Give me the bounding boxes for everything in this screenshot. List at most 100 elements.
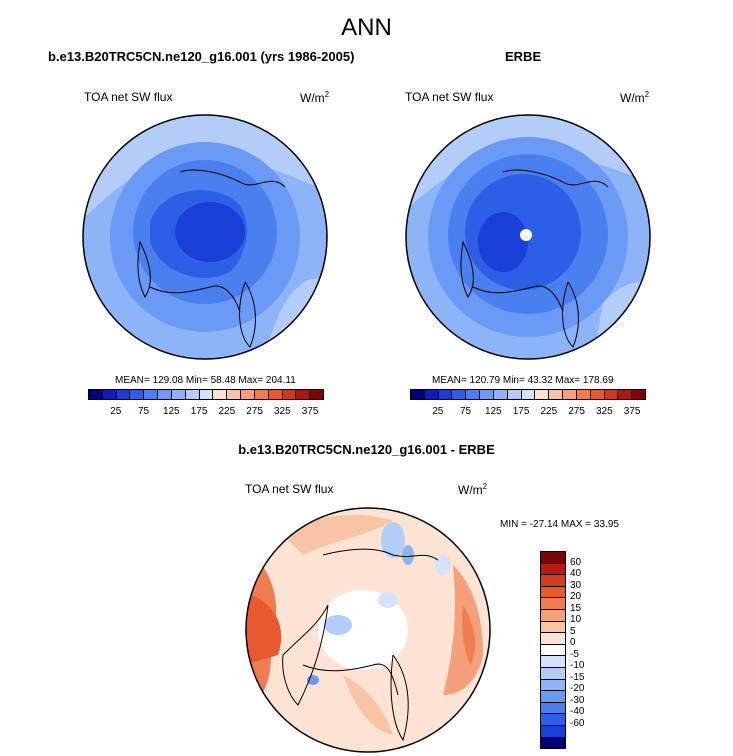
panel-1-colorbar-tick-label: 75 <box>137 406 150 417</box>
panel-1-colorbar-swatch <box>158 390 172 399</box>
panel-2-colorbar-tick-label: 225 <box>540 406 558 417</box>
difference-colorbar-tick-label: 20 <box>570 591 582 603</box>
panel-2-variable: TOA net SW flux <box>405 90 494 104</box>
difference-colorbar-tick-label: 40 <box>570 568 582 580</box>
panel-2-colorbar-tick-label: 375 <box>623 406 641 417</box>
panel-1-units: W/m2 <box>300 90 330 105</box>
difference-colorbar-tick-label: 5 <box>570 625 576 637</box>
difference-colorbar-swatch <box>541 633 565 645</box>
panel-1-colorbar-swatch <box>310 390 324 399</box>
panel-2-colorbar-swatch <box>549 390 564 399</box>
panel-3-units: W/m2 <box>458 482 488 497</box>
panel-2-colorbar-swatch <box>507 390 522 399</box>
panel-1-colorbar-tick-label: 25 <box>110 406 122 417</box>
panel-1-colorbar-swatch <box>102 390 117 399</box>
difference-colorbar-swatch <box>541 644 565 657</box>
panel-1-colorbar-tick-label: 325 <box>274 406 291 417</box>
panel-1-polar-map <box>82 114 328 360</box>
difference-colorbar-tick-label: 60 <box>570 556 582 568</box>
difference-colorbar-swatch <box>541 609 565 622</box>
panel-1-colorbar-swatch <box>213 390 228 399</box>
panel-1-colorbar-ticks: 25 75 125 175 225 275 325 375 <box>88 406 324 418</box>
panel-1-colorbar-swatch <box>199 390 214 399</box>
panel-1-colorbar-swatch <box>144 390 159 399</box>
panel-1-colorbar-swatch <box>282 390 297 399</box>
panel-2-polar-map <box>405 114 651 360</box>
difference-colorbar-swatch <box>541 586 565 599</box>
panel-3-variable: TOA net SW flux <box>245 482 334 496</box>
difference-colorbar-tick-label: -10 <box>570 660 585 672</box>
panel-2-units: W/m2 <box>620 90 650 105</box>
panel-2-colorbar-swatch <box>632 390 646 399</box>
panel-1-colorbar-swatch <box>130 390 145 399</box>
panel-3-difference-map <box>245 507 491 753</box>
panel-1-stats: MEAN= 129.08 Min= 58.48 Max= 204.11 <box>115 375 296 386</box>
difference-title: b.e13.B20TRC5CN.ne120_g16.001 - ERBE <box>238 442 495 457</box>
difference-colorbar-swatch <box>541 598 565 610</box>
difference-colorbar-tick-label: -40 <box>570 706 585 718</box>
panel-1-colorbar-swatch <box>185 390 200 399</box>
panel-1-colorbar-swatch <box>241 390 255 399</box>
difference-colorbar-swatch <box>541 702 565 715</box>
panel-2-colorbar-swatch <box>563 390 577 399</box>
panel-1-colorbar-swatch <box>227 390 242 399</box>
difference-colorbar-swatch <box>541 714 565 726</box>
panel-2-stats: MEAN= 120.79 Min= 43.32 Max= 178.69 <box>432 375 614 386</box>
panel-1-colorbar-swatch <box>89 390 103 399</box>
difference-colorbar-swatch <box>541 679 565 692</box>
panel-1-colorbar-swatch <box>254 390 269 399</box>
difference-colorbar-tick-label: -20 <box>570 683 585 695</box>
difference-colorbar-swatch <box>541 575 565 587</box>
panel-2-colorbar-tick-label: 325 <box>596 406 613 417</box>
panel-2-colorbar-tick-label: 75 <box>459 406 472 417</box>
difference-colorbar-tick-label: -60 <box>570 717 585 729</box>
panel-2-colorbar-swatch <box>480 390 494 399</box>
panel-1-colorbar-tick-label: 375 <box>301 406 319 417</box>
difference-colorbar-tick-label: 0 <box>570 637 576 649</box>
panel-2-colorbar-tick-label: 125 <box>484 406 502 417</box>
difference-colorbar-tick-label: 10 <box>570 614 582 626</box>
difference-colorbar-swatch <box>541 667 565 680</box>
panel-1-colorbar-tick-label: 275 <box>246 406 263 417</box>
panel-2-colorbar-swatch <box>535 390 550 399</box>
difference-colorbar-swatch <box>541 725 565 738</box>
panel-2-colorbar-tick-label: 275 <box>568 406 585 417</box>
panel-2-colorbar-swatch <box>521 390 536 399</box>
panel-2-colorbar-swatch <box>618 390 633 399</box>
difference-colorbar-swatch <box>541 621 565 634</box>
panel-2-colorbar-tick-label: 25 <box>432 406 444 417</box>
panel-1-colorbar-swatch <box>268 390 283 399</box>
difference-colorbar-swatch <box>541 656 565 668</box>
panel-2-colorbar-swatch <box>466 390 481 399</box>
difference-colorbar-ticks: 60 40 30 20 15 10 5 0 -5 -10 -15 -20 -30 -40 -60 <box>570 551 610 747</box>
difference-colorbar-tick-label: 30 <box>570 579 582 591</box>
panel-1-variable: TOA net SW flux <box>84 90 173 104</box>
panel-2-colorbar-swatch <box>411 390 425 399</box>
difference-colorbar-swatch <box>541 563 565 576</box>
panel-2-colorbar-swatch <box>493 390 508 399</box>
panel-2-colorbar-swatch <box>576 390 591 399</box>
panel-1-colorbar-swatch <box>116 390 131 399</box>
panel-2-colorbar-ticks: 25 75 125 175 225 275 325 375 <box>410 406 646 418</box>
difference-colorbar-swatch <box>541 737 565 749</box>
figure-title: ANN <box>341 14 392 41</box>
panel-3-stats: MIN = -27.14 MAX = 33.95 <box>500 519 619 530</box>
difference-colorbar <box>540 551 566 749</box>
panel-2-colorbar-swatch <box>590 390 605 399</box>
panel-1-colorbar <box>88 389 324 400</box>
difference-colorbar-swatch <box>541 691 565 703</box>
panel-1-title: b.e13.B20TRC5CN.ne120_g16.001 (yrs 1986-… <box>48 49 355 64</box>
panel-1-colorbar-swatch <box>296 390 311 399</box>
difference-colorbar-tick-label: -30 <box>570 694 585 706</box>
panel-1-colorbar-swatch <box>171 390 186 399</box>
difference-colorbar-tick-label: -5 <box>570 648 579 660</box>
panel-2-colorbar-swatch <box>604 390 619 399</box>
panel-2-colorbar-swatch <box>424 390 439 399</box>
panel-2-colorbar-swatch <box>438 390 453 399</box>
panel-2-title: ERBE <box>505 49 542 64</box>
panel-2-colorbar <box>410 389 646 400</box>
difference-colorbar-tick-label: -15 <box>570 671 585 683</box>
difference-colorbar-swatch <box>541 552 565 564</box>
panel-2-colorbar-swatch <box>452 390 467 399</box>
difference-colorbar-tick-label: 15 <box>570 602 582 614</box>
